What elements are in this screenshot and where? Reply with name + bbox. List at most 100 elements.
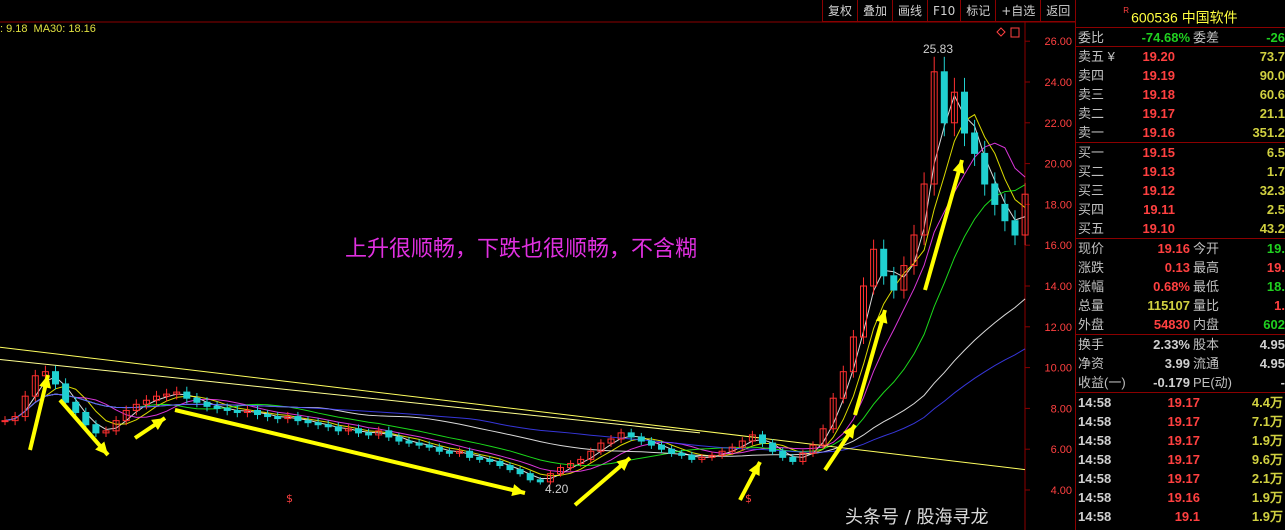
- candle-body: [688, 454, 696, 460]
- candle-body: [132, 403, 140, 411]
- s-marker-icon: $: [286, 492, 293, 505]
- candle-body: [122, 409, 130, 422]
- ma30-value: MA30: 18.16: [33, 23, 96, 35]
- level-label: 卖四: [1078, 68, 1105, 83]
- restore-rights-button[interactable]: 复权: [822, 0, 857, 22]
- level-volume: 6.5: [1266, 145, 1285, 160]
- tick-price: 19.16: [1167, 490, 1200, 505]
- fundamentals-list: 换手 2.33% 股本 4.95 净资 3.99 流通 4.95 收益(一) -0.179 PE(动…: [1076, 335, 1285, 393]
- candle-body: [839, 371, 847, 399]
- candle-body: [849, 336, 857, 373]
- tick-price: 19.17: [1167, 433, 1200, 448]
- fund-value: 4.95: [1259, 337, 1285, 352]
- candle-body: [284, 416, 292, 420]
- candle-body: [647, 440, 655, 446]
- high-label: 25.83: [923, 42, 954, 56]
- low-label: 4.20: [545, 482, 569, 496]
- candle-body: [415, 442, 423, 446]
- order-level: 卖二 19.17 21.1: [1076, 104, 1285, 123]
- candle-body: [233, 409, 241, 413]
- arrow-head-icon: [95, 441, 108, 455]
- tick-price: 19.17: [1167, 414, 1200, 429]
- level-label: 卖二: [1078, 106, 1105, 121]
- level-volume: 32.3: [1259, 183, 1285, 198]
- level-label: 卖三: [1078, 87, 1105, 102]
- stat-row: 总量 115107 量比 1.: [1076, 296, 1285, 315]
- candle-body: [668, 448, 676, 454]
- arrow-head-icon: [748, 462, 760, 476]
- fund-value: 3.99: [1164, 356, 1190, 371]
- candle-body: [789, 456, 797, 462]
- draw-line-button[interactable]: 画线: [892, 0, 927, 22]
- diamond-icon: [996, 27, 1006, 37]
- tick-row: 14:58 19.17 7.1万: [1076, 412, 1285, 431]
- y-tick-label: 8.00: [1051, 403, 1072, 415]
- y-tick-label: 22.00: [1044, 118, 1072, 130]
- trendline: [0, 346, 1026, 471]
- candle-body: [526, 473, 534, 481]
- y-tick-label: 16.00: [1044, 240, 1072, 252]
- candle-body: [153, 395, 160, 401]
- level-price: 19.19: [1142, 68, 1175, 83]
- s-marker-icon: $: [745, 492, 752, 505]
- back-button[interactable]: 返回: [1040, 0, 1075, 22]
- overlay-button[interactable]: 叠加: [857, 0, 892, 22]
- stat-row: 涨幅 0.68% 最低 18.: [1076, 277, 1285, 296]
- level-label: 买一: [1078, 145, 1105, 160]
- stat-value: 18.: [1266, 279, 1285, 294]
- candle-body: [223, 407, 231, 411]
- stat-value: 0.13: [1164, 260, 1190, 275]
- candle-body: [92, 424, 100, 434]
- candle-body: [607, 438, 615, 444]
- stat-row: 外盘 54830 内盘 602: [1076, 315, 1285, 334]
- candle-body: [799, 452, 807, 462]
- weibi-label: 委比: [1078, 30, 1105, 45]
- candle-body: [294, 416, 302, 422]
- fund-value: -: [1280, 375, 1285, 390]
- tick-volume: 4.4万: [1251, 395, 1283, 410]
- candle-body: [890, 275, 898, 291]
- candle-body: [900, 265, 908, 291]
- y-tick-label: 14.00: [1044, 281, 1072, 293]
- stat-value: 54830: [1153, 317, 1190, 332]
- candlestick-chart[interactable]: 26.00 24.00 22.00 20.00 18.00 16.00 14.00 12.00…: [0, 0, 1075, 530]
- tick-time: 14:58: [1078, 395, 1112, 410]
- level-price: 19.15: [1142, 145, 1175, 160]
- y-tick-label: 26.00: [1044, 36, 1072, 48]
- ma-line: [4, 298, 1026, 457]
- candle-body: [41, 371, 49, 377]
- f10-button[interactable]: F10: [927, 0, 960, 22]
- candle-body: [981, 152, 989, 185]
- tick-time: 14:58: [1078, 414, 1112, 429]
- order-level: 买一 19.15 6.5: [1076, 143, 1285, 162]
- level-price: 19.18: [1142, 87, 1175, 102]
- order-level: 买五 19.10 43.2: [1076, 219, 1285, 238]
- order-level: 买四 19.11 2.5: [1076, 200, 1285, 219]
- candle-body: [31, 375, 39, 397]
- candle-body: [759, 434, 766, 444]
- candle-body: [183, 391, 191, 399]
- arrow-head-icon: [952, 160, 965, 174]
- candle-body: [405, 440, 413, 444]
- watermark: 头条号 / 股海寻龙: [845, 507, 989, 528]
- stat-value: 115107: [1147, 298, 1190, 313]
- mark-button[interactable]: 标记: [960, 0, 995, 22]
- candle-body: [112, 420, 120, 432]
- stat-label: 内盘: [1193, 317, 1220, 332]
- level-price: 19.10: [1142, 221, 1175, 236]
- tick-price: 19.1: [1174, 509, 1200, 524]
- candle-body: [203, 401, 211, 407]
- candle-body: [264, 414, 272, 418]
- fund-value: -0.179: [1153, 375, 1190, 390]
- stat-value: 19.: [1266, 260, 1285, 275]
- order-level: 卖四 19.19 90.0: [1076, 66, 1285, 85]
- candle-body: [1011, 220, 1019, 236]
- candle-body: [395, 436, 403, 442]
- order-level: 买二 19.13 1.7: [1076, 162, 1285, 181]
- candle-body: [72, 401, 80, 413]
- candle-body: [748, 434, 756, 442]
- y-tick-label: 12.00: [1044, 322, 1072, 334]
- add-watchlist-button[interactable]: +自选: [995, 0, 1040, 22]
- stat-label: 量比: [1193, 298, 1220, 313]
- fund-label: 净资: [1078, 356, 1105, 371]
